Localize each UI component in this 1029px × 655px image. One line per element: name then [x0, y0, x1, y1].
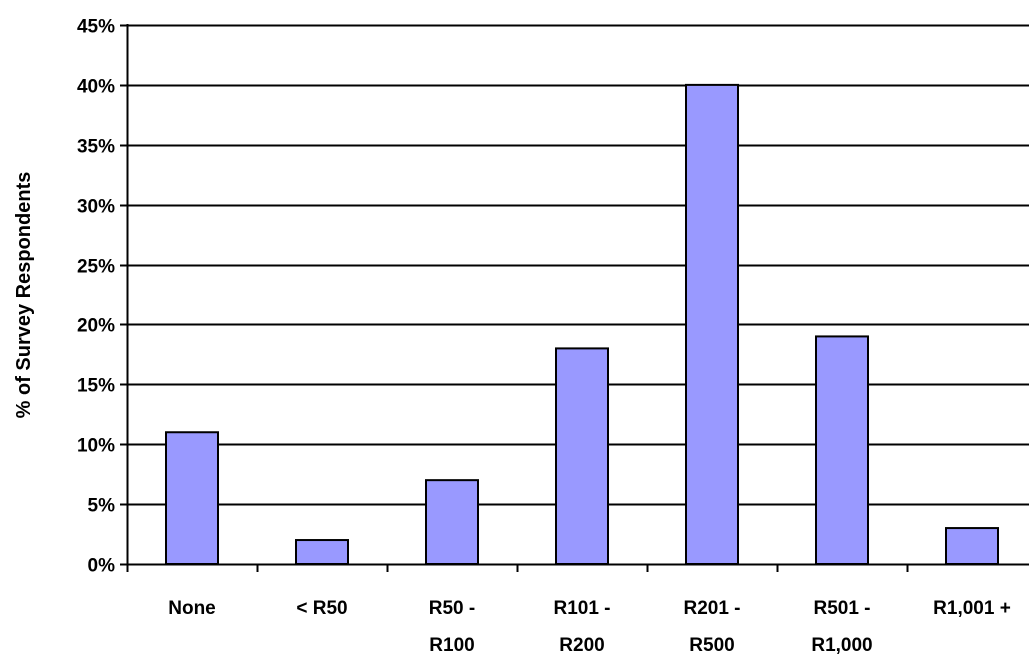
x-tick-label: None — [168, 598, 216, 619]
y-tick-label: 15% — [77, 376, 115, 397]
x-tick-label: R500 — [689, 635, 734, 655]
x-tick-label: R200 — [559, 635, 604, 655]
x-tick-label: R101 - — [553, 598, 610, 619]
x-tick-label: R201 - — [683, 598, 740, 619]
bar — [685, 83, 739, 565]
x-tick-label: R50 - — [429, 598, 475, 619]
bar — [555, 347, 609, 565]
y-tick-label: 5% — [88, 496, 116, 517]
bar — [295, 539, 349, 565]
bar — [815, 335, 869, 565]
gridlines — [127, 24, 1029, 506]
y-axis-title: % of Survey Respondents — [13, 172, 35, 419]
y-tick-label: 35% — [77, 137, 115, 158]
x-tick-label: R1,001 + — [933, 598, 1011, 619]
y-tick-label: 20% — [77, 316, 115, 337]
y-tick-label: 40% — [77, 77, 115, 98]
x-tick-label: R100 — [429, 635, 474, 655]
y-tick-label: 45% — [77, 17, 115, 38]
x-tick-label: R1,000 — [811, 635, 872, 655]
bar — [425, 479, 479, 565]
axes — [120, 24, 1029, 572]
bars — [165, 83, 999, 565]
bar — [165, 431, 219, 565]
labels: 0% 5% 10% 15% 20% 25% 30% 35% 40% 45% None < R50 R50… — [77, 17, 1011, 655]
x-tick-label: < R50 — [296, 598, 347, 619]
y-tick-label: 0% — [88, 556, 116, 577]
y-tick-label: 10% — [77, 436, 115, 457]
bar — [945, 527, 999, 565]
y-tick-label: 30% — [77, 197, 115, 218]
y-tick-label: 25% — [77, 257, 115, 278]
x-tick-label: R501 - — [813, 598, 870, 619]
